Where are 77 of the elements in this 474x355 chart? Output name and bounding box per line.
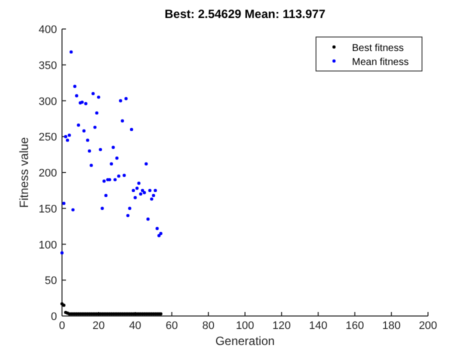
x-tick-label: 180 bbox=[382, 320, 401, 332]
x-axis-title: Generation bbox=[215, 334, 275, 348]
x-tick-label: 160 bbox=[346, 320, 364, 332]
point bbox=[142, 190, 146, 194]
legend-label: Mean fitness bbox=[352, 57, 409, 68]
point bbox=[112, 146, 115, 149]
point bbox=[76, 124, 80, 127]
x-tick-label: 0 bbox=[58, 320, 66, 332]
point bbox=[60, 251, 64, 254]
y-tick-label: 300 bbox=[38, 96, 57, 108]
point bbox=[154, 188, 157, 192]
point bbox=[126, 214, 130, 218]
point bbox=[73, 84, 76, 88]
point bbox=[75, 94, 78, 98]
y-tick-label: 100 bbox=[38, 239, 57, 252]
point bbox=[159, 232, 162, 236]
point bbox=[156, 226, 159, 230]
point bbox=[71, 208, 75, 212]
x-tick-label: 100 bbox=[236, 320, 254, 332]
point bbox=[102, 180, 106, 183]
x-tick-label: 200 bbox=[418, 320, 438, 332]
point bbox=[88, 149, 92, 153]
point bbox=[113, 178, 117, 182]
y-axis-title: Fitness value bbox=[17, 136, 31, 208]
point bbox=[95, 111, 98, 115]
point bbox=[117, 174, 120, 178]
point bbox=[130, 128, 134, 132]
point bbox=[86, 138, 90, 142]
point bbox=[124, 97, 128, 100]
x-tick-label: 40 bbox=[129, 320, 142, 332]
point bbox=[157, 234, 161, 238]
point bbox=[62, 202, 66, 205]
y-tick-label: 350 bbox=[38, 60, 57, 72]
chart-title: Best: 2.54629 Mean: 113.977 bbox=[164, 7, 326, 21]
point bbox=[120, 119, 124, 122]
point bbox=[140, 188, 144, 192]
point bbox=[150, 197, 154, 201]
x-tick-label: 120 bbox=[272, 320, 291, 332]
point bbox=[144, 162, 148, 166]
y-tick-label: 200 bbox=[38, 168, 57, 180]
point bbox=[92, 92, 95, 96]
point bbox=[128, 206, 132, 210]
point bbox=[148, 188, 152, 192]
point bbox=[122, 174, 126, 177]
point bbox=[135, 186, 139, 190]
legend-label: Best fitness bbox=[352, 43, 404, 54]
x-tick-label: 60 bbox=[166, 320, 178, 332]
x-tick-label: 140 bbox=[309, 320, 328, 332]
x-tick-label: 20 bbox=[92, 320, 105, 332]
point bbox=[100, 206, 104, 210]
point bbox=[139, 192, 142, 196]
point bbox=[70, 50, 73, 54]
y-tick-label: 250 bbox=[38, 132, 57, 144]
point bbox=[110, 162, 114, 166]
point bbox=[68, 134, 71, 137]
point bbox=[146, 218, 150, 221]
point bbox=[84, 102, 88, 106]
point bbox=[115, 156, 118, 160]
point bbox=[97, 96, 100, 99]
point bbox=[82, 129, 86, 132]
point bbox=[98, 148, 102, 152]
point bbox=[118, 99, 122, 102]
point bbox=[64, 135, 68, 138]
point bbox=[93, 126, 97, 129]
point bbox=[134, 196, 137, 200]
y-tick-label: 0 bbox=[50, 311, 57, 323]
y-tick-label: 50 bbox=[44, 275, 57, 288]
point bbox=[132, 188, 135, 192]
point bbox=[66, 138, 70, 142]
y-tick-label: 150 bbox=[38, 203, 57, 216]
point bbox=[62, 304, 66, 307]
point bbox=[90, 164, 93, 167]
y-tick-label: 400 bbox=[38, 24, 57, 36]
point bbox=[152, 194, 156, 198]
point bbox=[137, 182, 140, 185]
x-tick-label: 80 bbox=[202, 320, 215, 332]
point bbox=[104, 194, 108, 198]
